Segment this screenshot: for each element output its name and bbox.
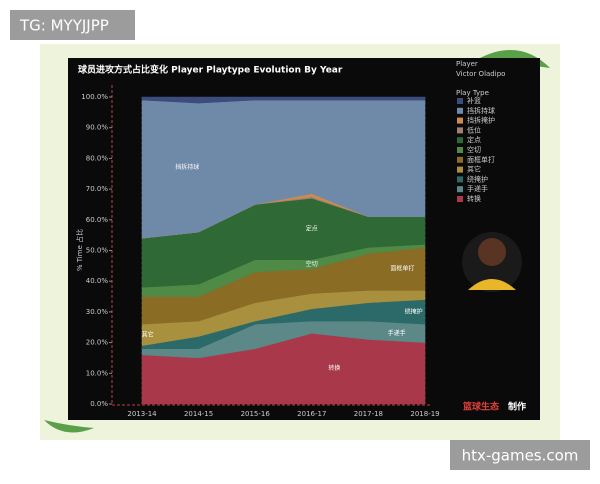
y-tick-label: 70.0% — [86, 185, 109, 193]
player-jersey — [468, 279, 516, 290]
y-tick-label: 20.0% — [86, 339, 109, 347]
legend-swatch — [457, 166, 463, 173]
y-tick-label: 60.0% — [86, 216, 109, 224]
legend-swatch — [457, 98, 463, 104]
legend-swatch — [457, 196, 463, 202]
y-tick-label: 30.0% — [86, 308, 109, 316]
watermark-box — [10, 10, 135, 40]
y-axis-label: % Time 占比 — [75, 229, 84, 271]
area — [141, 96, 426, 104]
x-tick-label: 2013-14 — [127, 410, 157, 418]
x-tick-label: 2014-15 — [184, 410, 213, 418]
legend-label: 转换 — [467, 194, 481, 203]
legend-label: 其它 — [467, 165, 481, 174]
y-tick-label: 10.0% — [86, 369, 109, 377]
y-tick-label: 100.0% — [81, 93, 108, 101]
legend-swatch — [457, 137, 463, 144]
area-label: 转换 — [328, 364, 340, 372]
player-face — [478, 238, 506, 266]
y-tick-label: 50.0% — [86, 247, 109, 255]
area-label: 定点 — [306, 225, 318, 233]
player-label: Player — [456, 60, 478, 68]
site-box — [450, 440, 590, 470]
credit-brand: 篮球生态 — [462, 401, 499, 413]
area-label: 手递手 — [388, 329, 406, 337]
area-label: 面框单打 — [390, 264, 414, 272]
legend-label: 挡拆持球 — [467, 106, 495, 115]
legend-swatch — [457, 156, 463, 163]
area-label: 其它 — [142, 330, 154, 338]
legend-label: 低位 — [467, 125, 481, 134]
site: htx-games.com — [462, 447, 579, 465]
area-label: 绕掩护 — [405, 307, 423, 315]
area-label: 空切 — [306, 260, 318, 268]
legend-label: 面框单打 — [467, 155, 495, 164]
x-tick-label: 2017-18 — [354, 410, 383, 418]
legend-swatch — [457, 107, 463, 114]
y-tick-label: 0.0% — [90, 400, 108, 408]
legend-label: 补篮 — [467, 96, 481, 105]
x-tick-label: 2015-16 — [241, 410, 271, 418]
y-tick-label: 40.0% — [86, 277, 109, 285]
legend-swatch — [457, 147, 463, 153]
legend-title: Play Type — [456, 89, 489, 97]
legend-label: 手递手 — [467, 184, 488, 193]
legend-swatch — [457, 127, 463, 134]
credit-suffix: 制作 — [508, 401, 526, 413]
x-tick-label: 2016-17 — [297, 410, 326, 418]
legend-swatch — [457, 186, 463, 193]
area-label: 挡拆持球 — [175, 163, 199, 171]
x-tick-label: 2018-19 — [410, 410, 439, 418]
watermark: TG: MYYJJPP — [19, 17, 109, 35]
chart-title: 球员进攻方式占比变化 Player Playtype Evolution By … — [78, 64, 343, 76]
legend-label: 绕掩护 — [467, 174, 488, 183]
y-tick-label: 90.0% — [86, 124, 109, 132]
y-tick-label: 80.0% — [86, 154, 109, 162]
legend-label: 挡拆掩护 — [467, 116, 495, 125]
legend-label: 定点 — [467, 135, 481, 144]
legend-swatch — [457, 117, 463, 124]
leaf — [44, 420, 94, 433]
legend-swatch — [457, 176, 463, 183]
legend-label: 空切 — [467, 145, 481, 154]
player-name: Victor Oladipo — [456, 70, 505, 78]
